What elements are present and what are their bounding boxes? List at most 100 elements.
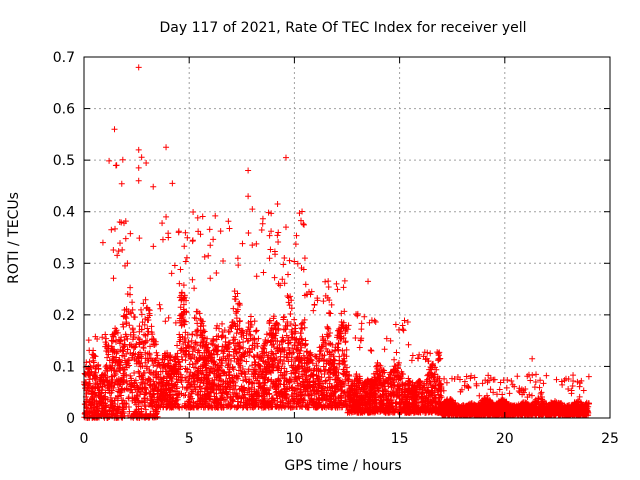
data-point (112, 225, 119, 232)
data-point (136, 328, 143, 335)
data-point (106, 157, 113, 164)
data-point (405, 341, 412, 348)
data-point (249, 242, 256, 249)
data-point (311, 301, 318, 308)
data-point (553, 376, 560, 383)
data-point (274, 232, 281, 239)
data-point (82, 371, 89, 378)
data-point (120, 323, 127, 330)
data-point (127, 230, 134, 237)
data-point (177, 266, 184, 273)
data-point (159, 236, 166, 243)
data-point (124, 358, 131, 365)
data-point (191, 314, 198, 321)
data-point (201, 253, 208, 260)
data-point (414, 355, 421, 362)
data-point (253, 327, 260, 334)
data-point (133, 408, 140, 415)
data-point (580, 387, 587, 394)
data-point (114, 252, 121, 259)
data-point (143, 365, 150, 372)
data-point (162, 318, 169, 325)
data-point (141, 321, 148, 328)
data-point (94, 362, 101, 369)
data-point (325, 284, 332, 291)
data-point (527, 377, 534, 384)
data-point (142, 355, 149, 362)
data-point (125, 356, 132, 363)
data-point (129, 397, 136, 404)
data-point (165, 314, 172, 321)
data-point (133, 414, 140, 421)
data-point (150, 183, 157, 190)
data-point (361, 313, 368, 320)
data-point (138, 154, 145, 161)
data-point (108, 337, 115, 344)
data-point (299, 325, 306, 332)
data-point (112, 379, 119, 386)
data-point (260, 269, 267, 276)
data-point (409, 352, 416, 359)
data-point (233, 330, 240, 337)
data-point (528, 392, 535, 399)
data-point (151, 341, 158, 348)
data-point (342, 339, 349, 346)
data-point (82, 379, 89, 386)
data-point (94, 407, 101, 414)
data-point (118, 180, 125, 187)
data-point (404, 319, 411, 326)
data-point (159, 220, 166, 227)
data-point (292, 241, 299, 248)
data-point (97, 398, 104, 405)
data-point (120, 343, 127, 350)
data-point (122, 235, 129, 242)
data-points (81, 64, 592, 421)
data-point (225, 218, 232, 225)
data-point (99, 334, 106, 341)
data-point (146, 390, 153, 397)
data-point (93, 398, 100, 405)
data-point (253, 240, 260, 247)
data-point (103, 335, 110, 342)
data-point (92, 333, 99, 340)
data-point (408, 357, 415, 364)
data-point (113, 338, 120, 345)
data-point (145, 376, 152, 383)
data-point (85, 383, 92, 390)
data-point (189, 238, 196, 245)
data-point (126, 341, 133, 348)
data-point (212, 212, 219, 219)
data-point (230, 305, 237, 312)
data-point (310, 307, 317, 314)
data-point (206, 226, 213, 233)
data-point (124, 380, 131, 387)
data-point (508, 377, 515, 384)
data-point (245, 229, 252, 236)
data-point (285, 340, 292, 347)
data-point (122, 361, 129, 368)
data-point (103, 362, 110, 369)
data-point (131, 356, 138, 363)
data-point (112, 371, 119, 378)
data-point (98, 390, 105, 397)
data-point (190, 208, 197, 215)
data-point (180, 282, 187, 289)
data-point (325, 278, 332, 285)
data-point (194, 320, 201, 327)
data-point (236, 300, 243, 307)
data-point (210, 236, 217, 243)
data-point (142, 296, 149, 303)
data-point (171, 262, 178, 269)
data-point (142, 359, 149, 366)
data-point (247, 313, 254, 320)
data-point (89, 410, 96, 417)
data-point (287, 293, 294, 300)
data-point (81, 401, 88, 408)
data-point (86, 376, 93, 383)
data-point (286, 257, 293, 264)
data-point (368, 347, 375, 354)
data-point (109, 397, 116, 404)
data-point (144, 304, 151, 311)
data-point (118, 219, 125, 226)
data-point (213, 270, 220, 277)
